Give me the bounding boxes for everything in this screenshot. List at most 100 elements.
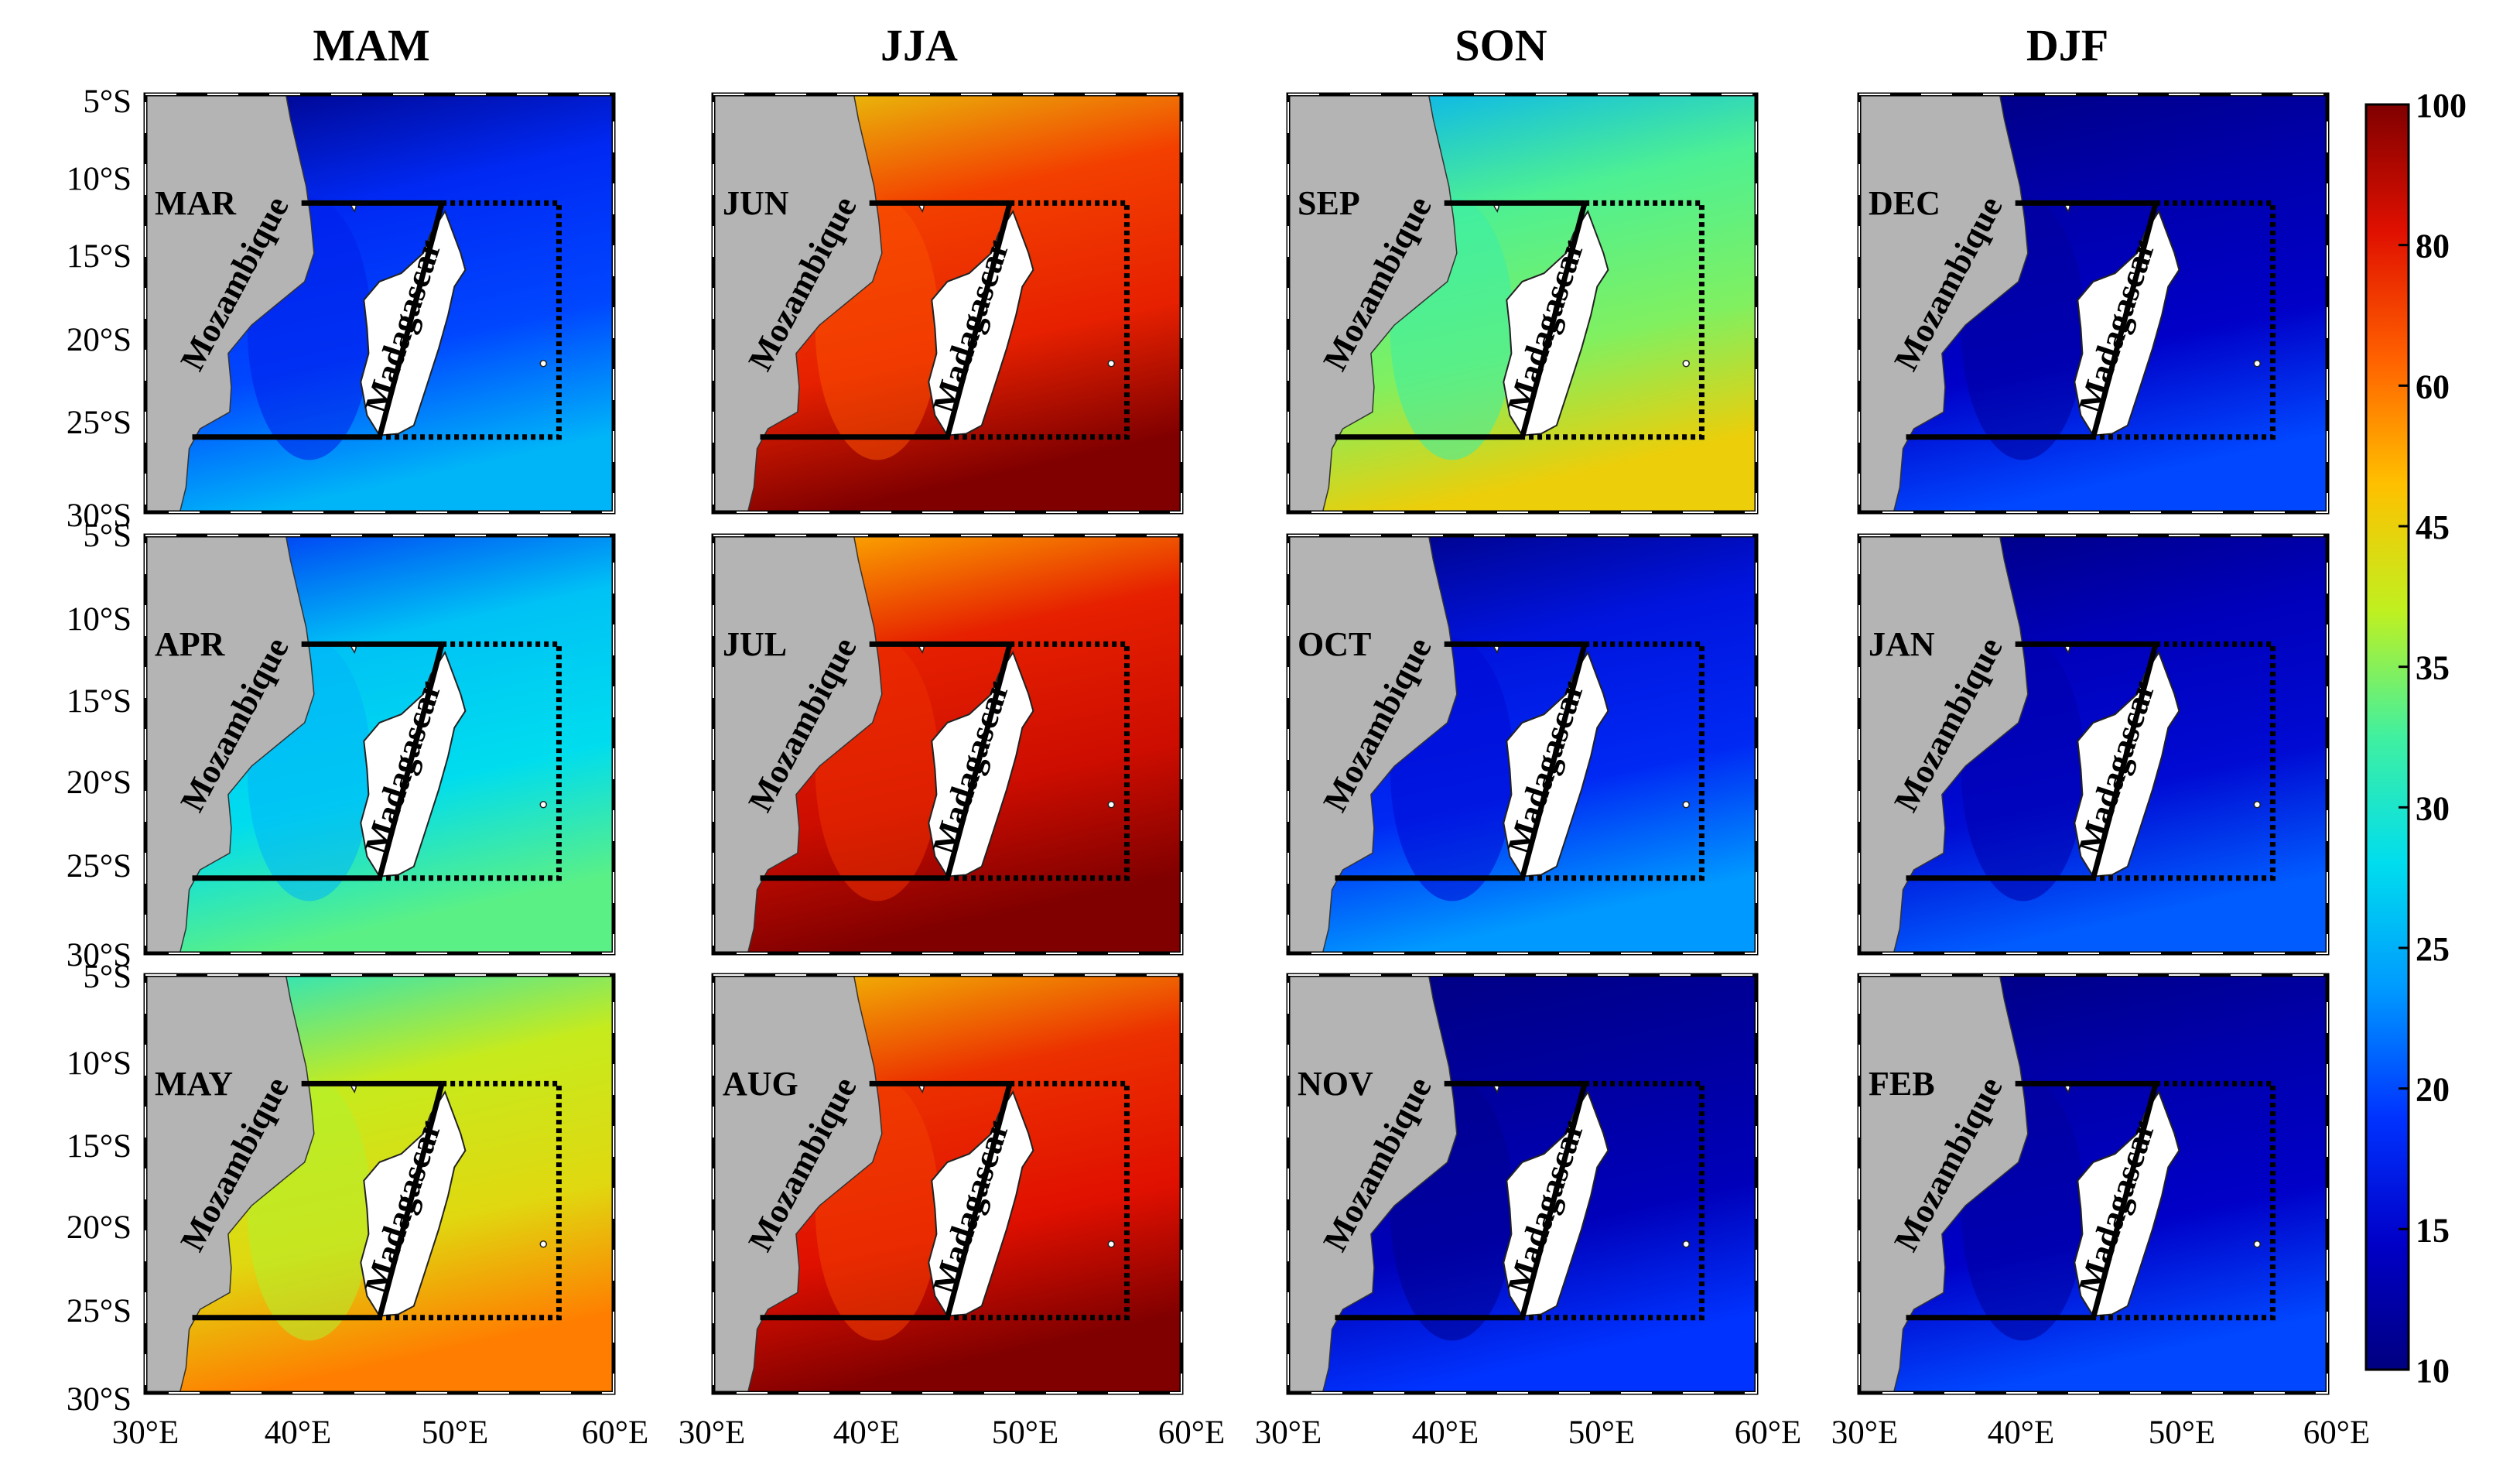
madagascar-island xyxy=(2074,650,2180,878)
season-title-jja: JJA xyxy=(880,20,958,70)
panel-frame-dash xyxy=(1858,94,2328,513)
panel-frame-dash xyxy=(1287,94,1757,513)
box-dotted xyxy=(379,1080,562,1321)
colorbar-bar xyxy=(2364,103,2410,1371)
lat-tick-30s-r3: 30°S xyxy=(67,1381,132,1418)
panel-frame-dash xyxy=(713,974,1182,1394)
lat-tick-20s-r1: 20°S xyxy=(67,322,132,358)
mozambique-land xyxy=(145,535,315,954)
season-titles: MAM JJA SON DJF xyxy=(313,20,2108,70)
mozambique-land xyxy=(145,974,315,1394)
box-dotted xyxy=(947,641,1130,881)
lat-tick-10s-r1: 10°S xyxy=(67,161,132,197)
box-dotted xyxy=(1522,1080,1705,1321)
reunion-island xyxy=(2253,1240,2261,1248)
reunion-island xyxy=(1682,360,1690,368)
lat-tick-10s-r2: 10°S xyxy=(67,601,132,638)
box-dotted xyxy=(1522,200,1705,440)
colorbar-tick-label: 15 xyxy=(2416,1211,2450,1249)
box-diagonal-solid xyxy=(945,202,1013,438)
madagascar-island xyxy=(2074,1090,2180,1317)
reunion-island xyxy=(539,801,547,809)
madagascar-island xyxy=(928,650,1034,878)
lat-tick-30s-r2: 30°S xyxy=(67,937,132,973)
reunion-island xyxy=(1107,360,1115,368)
box-diagonal-solid xyxy=(945,643,1013,879)
reunion-island xyxy=(1107,801,1115,809)
mozambique-land xyxy=(713,94,883,513)
mozambique-land xyxy=(1858,974,2029,1394)
mozambique-land xyxy=(1858,535,2029,954)
lat-tick-25s-r3: 25°S xyxy=(67,1293,132,1329)
box-diagonal-solid xyxy=(2091,202,2159,438)
reunion-island xyxy=(539,360,547,368)
colorbar-tick-label: 80 xyxy=(2416,228,2450,265)
box-dotted xyxy=(947,1080,1130,1321)
lat-tick-30s-r1: 30°S xyxy=(67,498,132,534)
lon-tick-40e-c1: 40°E xyxy=(265,1415,331,1451)
longitude-axis: 30°E 40°E 50°E 60°E 30°E 40°E 50°E 60°E … xyxy=(112,1415,2370,1451)
box-diagonal-solid xyxy=(1520,643,1588,879)
box-dotted xyxy=(947,200,1130,440)
madagascar-island xyxy=(928,209,1034,436)
mozambique-land xyxy=(1287,94,1458,513)
madagascar-island xyxy=(360,1090,467,1317)
box-dotted xyxy=(2093,1080,2276,1321)
month-label-mar: MAR xyxy=(155,184,237,222)
month-label-jul: JUL xyxy=(723,625,787,663)
lon-tick-60e-c3: 60°E xyxy=(1735,1415,1801,1451)
colorbar: 10 15 20 25 30 35 45 60 80 100 xyxy=(2364,87,2467,1390)
month-label-jan: JAN xyxy=(1869,625,1935,663)
latitude-axis: 5°S 10°S 15°S 20°S 25°S 30°S 5°S 10°S 15… xyxy=(67,84,132,1418)
lat-tick-5s-r3: 5°S xyxy=(83,959,132,995)
lat-tick-15s-r2: 15°S xyxy=(67,683,132,720)
lon-tick-50e-c1: 50°E xyxy=(422,1415,488,1451)
box-diagonal-solid xyxy=(377,1083,445,1319)
box-diagonal-solid xyxy=(945,1083,1013,1319)
lon-tick-60e-c1: 60°E xyxy=(582,1415,648,1451)
lat-tick-20s-r3: 20°S xyxy=(67,1209,132,1246)
colorbar-tick-label: 10 xyxy=(2416,1352,2450,1390)
month-label-aug: AUG xyxy=(723,1065,798,1103)
box-dotted xyxy=(379,200,562,440)
madagascar-island xyxy=(1503,650,1609,878)
lat-tick-5s-r1: 5°S xyxy=(83,84,132,120)
box-dotted xyxy=(379,641,562,881)
lat-tick-10s-r3: 10°S xyxy=(67,1045,132,1082)
mozambique-land xyxy=(1287,974,1458,1394)
lat-tick-15s-r1: 15°S xyxy=(67,238,132,275)
lon-tick-30e-c2: 30°E xyxy=(679,1415,745,1451)
colorbar-tick-label: 35 xyxy=(2416,649,2450,687)
box-diagonal-solid xyxy=(2091,643,2159,879)
lon-tick-60e-c4: 60°E xyxy=(2303,1415,2370,1451)
colorbar-tick-label: 25 xyxy=(2416,930,2450,968)
box-dotted xyxy=(2093,641,2276,881)
panel-frame-dash xyxy=(713,535,1182,954)
lon-tick-40e-c3: 40°E xyxy=(1412,1415,1479,1451)
mozambique-land xyxy=(713,974,883,1394)
lat-tick-15s-r3: 15°S xyxy=(67,1128,132,1165)
reunion-island xyxy=(1682,801,1690,809)
month-label-may: MAY xyxy=(155,1065,233,1103)
colorbar-tick-label: 30 xyxy=(2416,789,2450,827)
colorbar-tick-label: 60 xyxy=(2416,368,2450,405)
month-label-jun: JUN xyxy=(723,184,789,222)
lon-tick-50e-c3: 50°E xyxy=(1568,1415,1635,1451)
panel-frame-dash xyxy=(1858,974,2328,1394)
colorbar-tick-label: 20 xyxy=(2416,1071,2450,1109)
lon-tick-30e-c4: 30°E xyxy=(1831,1415,1898,1451)
lat-tick-5s-r2: 5°S xyxy=(83,518,132,554)
mozambique-land xyxy=(1287,535,1458,954)
madagascar-island xyxy=(1503,1090,1609,1317)
